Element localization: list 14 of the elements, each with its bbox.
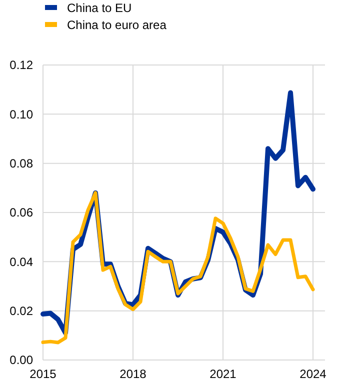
- x-tick-label: 2018: [120, 367, 147, 381]
- x-tick-label: 2015: [30, 367, 57, 381]
- y-tick-label: 0.02: [10, 304, 34, 318]
- y-tick-label: 0.08: [10, 156, 34, 171]
- line-series: [41, 191, 315, 344]
- legend-label: China to EU: [67, 1, 132, 16]
- x-tick-label: 2021: [210, 367, 237, 381]
- legend-label: China to euro area: [67, 18, 167, 32]
- y-tick-label: 0.00: [10, 353, 34, 368]
- x-tick-label: 2024: [300, 367, 327, 381]
- y-tick-label: 0.06: [10, 206, 34, 220]
- y-tick-label: 0.12: [10, 58, 34, 72]
- y-tick-label: 0.04: [10, 254, 34, 269]
- y-tick-label: 0.10: [10, 107, 34, 122]
